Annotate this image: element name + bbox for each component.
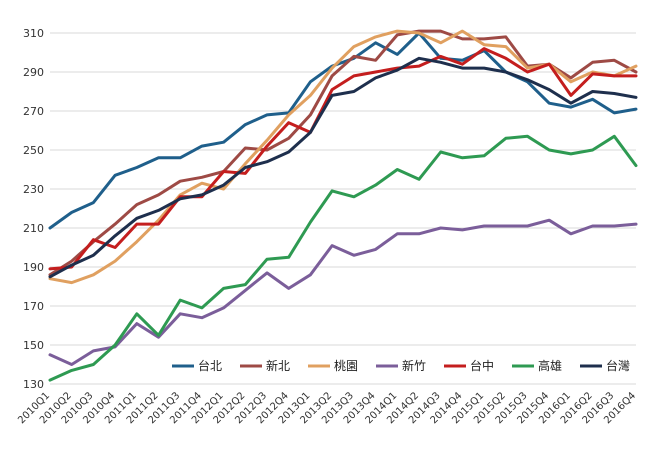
legend-label: 台北 <box>198 358 222 373</box>
y-tick-label: 270 <box>23 105 44 118</box>
y-tick-label: 190 <box>23 261 44 274</box>
y-tick-label: 230 <box>23 183 44 196</box>
y-tick-label: 150 <box>23 339 44 352</box>
series-line-3 <box>48 29 638 285</box>
series-line-7 <box>48 56 638 279</box>
y-tick-label: 290 <box>23 66 44 79</box>
y-axis-tick-labels: 130 150 170 190 210 230 250 270 290 310 <box>23 27 44 391</box>
series-line-1 <box>48 31 638 230</box>
legend-label: 新竹 <box>402 358 426 373</box>
legend-label: 桃園 <box>334 358 358 373</box>
gridlines <box>50 32 636 385</box>
series-line-5 <box>48 47 638 271</box>
legend-label: 新北 <box>266 358 290 373</box>
series-line-2 <box>48 29 638 277</box>
y-tick-label: 210 <box>23 222 44 235</box>
legend-label: 台灣 <box>606 358 630 373</box>
series-lines <box>48 29 638 382</box>
y-tick-label: 250 <box>23 144 44 157</box>
y-tick-label: 170 <box>23 300 44 313</box>
legend: 台北 新北 桃園 新竹 台中 高雄 台灣 <box>172 358 630 373</box>
y-tick-label: 130 <box>23 378 44 391</box>
legend-label: 高雄 <box>538 358 562 373</box>
series-line-4 <box>48 218 638 366</box>
x-axis-tick-labels: 2010Q12010Q22010Q32010Q42011Q12011Q22011… <box>16 390 638 426</box>
y-tick-label: 310 <box>23 27 44 40</box>
legend-label: 台中 <box>470 358 494 373</box>
series-line-6 <box>48 134 638 382</box>
